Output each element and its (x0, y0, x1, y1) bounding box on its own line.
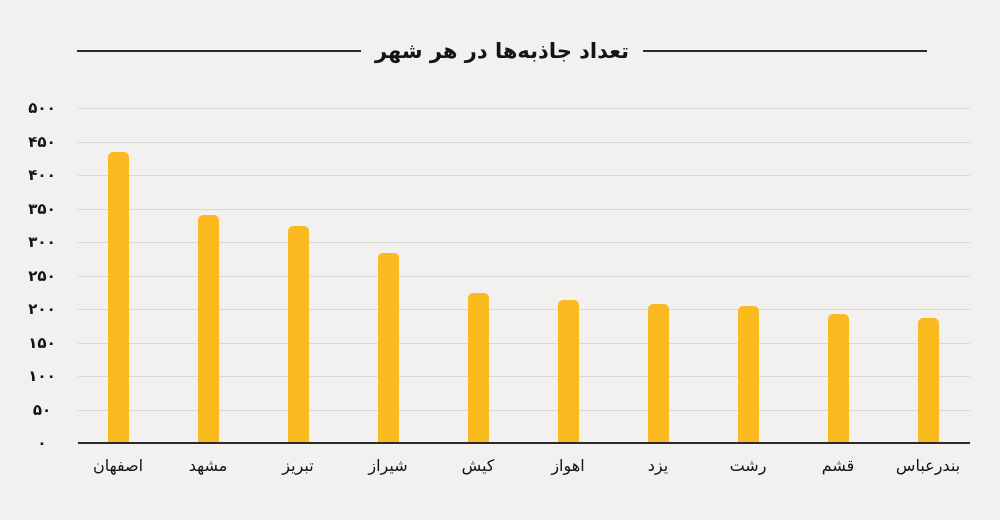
gridline-300 (78, 242, 970, 243)
gridline-500 (78, 108, 970, 109)
bar-4 (377, 253, 399, 443)
gridline-250 (78, 275, 970, 277)
x-axis-category-label-3: تبریز (282, 456, 314, 475)
x-axis-category-label-2: مشهد (188, 456, 228, 475)
bar-8 (737, 306, 759, 443)
bar-3 (287, 225, 309, 443)
y-axis-tick-label-450: ۴۵۰ (28, 132, 56, 151)
y-axis-tick-label-0: ۰ (37, 434, 47, 452)
gridline-50 (78, 409, 970, 411)
chart-title: تعداد جاذبه‌ها در هر شهر (374, 39, 630, 63)
y-axis-tick-label-400: ۴۰۰ (28, 166, 56, 184)
x-axis-category-label-6: اهواز (551, 456, 585, 475)
bar-6 (557, 299, 579, 443)
chart-title-row: تعداد جاذبه‌ها در هر شهر (77, 34, 927, 68)
bar-2 (197, 214, 219, 443)
x-axis-category-label-9: قشم (821, 456, 855, 475)
x-axis-category-label-7: یزد (647, 456, 669, 475)
x-axis-line (78, 442, 970, 444)
y-axis-tick-label-300: ۳۰۰ (28, 233, 56, 251)
gridline-150 (78, 342, 970, 344)
gridline-200 (78, 309, 970, 310)
gridline-400 (78, 175, 970, 176)
gridline-350 (78, 208, 970, 210)
title-rule-left (77, 50, 361, 52)
x-axis-category-label-5: کیش (461, 456, 495, 475)
bar-1 (107, 151, 129, 443)
y-axis-tick-label-100: ۱۰۰ (28, 367, 56, 385)
y-axis-tick-label-350: ۳۵۰ (28, 199, 56, 218)
title-rule-right (643, 50, 927, 52)
y-axis-tick-label-250: ۲۵۰ (28, 266, 56, 285)
y-axis-tick-label-50: ۵۰ (32, 400, 52, 419)
x-axis-category-label-4: شیراز (368, 456, 408, 475)
bar-9 (827, 313, 849, 443)
y-axis-tick-label-500: ۵۰۰ (28, 99, 56, 117)
bar-5 (467, 292, 489, 443)
y-axis-tick-label-150: ۱۵۰ (28, 333, 56, 352)
y-axis-tick-label-200: ۲۰۰ (28, 300, 56, 318)
bar-10 (917, 318, 939, 443)
x-axis-category-label-8: رشت (729, 456, 767, 475)
x-axis-category-label-1: اصفهان (92, 456, 144, 475)
gridline-450 (78, 141, 970, 143)
bar-7 (647, 304, 669, 443)
gridline-100 (78, 376, 970, 377)
x-axis-category-label-10: بندرعباس (895, 456, 961, 475)
